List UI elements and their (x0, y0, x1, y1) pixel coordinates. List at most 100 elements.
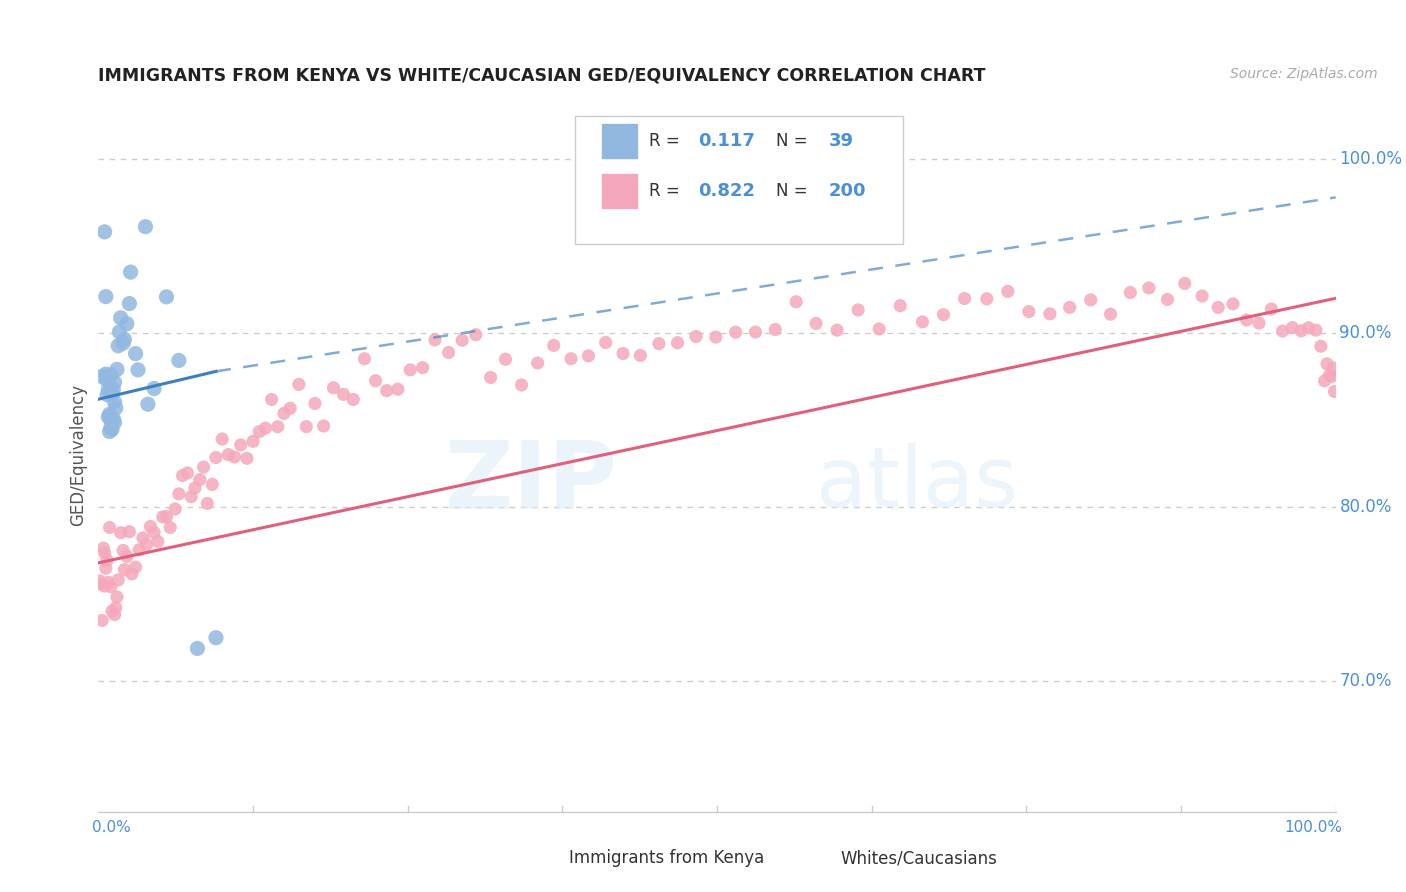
Point (93, 541, 115, 556)
Point (685, 329, 707, 343)
Point (118, 524, 141, 539)
Point (118, 296, 141, 310)
Point (1059, 301, 1081, 315)
Point (1323, 384, 1346, 399)
Point (176, 466, 198, 480)
Point (90, 577, 112, 591)
Point (825, 323, 848, 337)
Point (94, 561, 117, 575)
Point (217, 448, 239, 462)
Point (105, 590, 128, 604)
Point (464, 327, 486, 342)
Point (107, 339, 129, 353)
Point (205, 631, 228, 645)
Point (94, 367, 117, 381)
Point (96, 553, 118, 567)
Point (103, 607, 125, 622)
Point (1316, 357, 1339, 371)
Point (526, 356, 548, 370)
Y-axis label: GED/Equivalency: GED/Equivalency (69, 384, 87, 526)
Point (186, 641, 208, 656)
Point (96, 387, 118, 401)
Point (205, 450, 228, 465)
Point (744, 325, 766, 339)
Point (105, 362, 128, 376)
Point (1039, 307, 1062, 321)
Point (229, 438, 252, 452)
Point (155, 509, 177, 524)
Point (103, 383, 125, 397)
Point (273, 406, 295, 420)
Point (103, 376, 125, 390)
Point (195, 496, 218, 510)
Point (254, 421, 277, 435)
Point (1119, 285, 1142, 300)
Point (1137, 281, 1160, 295)
Point (576, 349, 599, 363)
Point (1319, 368, 1341, 383)
Point (93, 546, 115, 560)
Point (97, 575, 120, 590)
Point (595, 335, 617, 350)
Text: 0.822: 0.822 (699, 182, 755, 200)
Point (184, 481, 207, 495)
Point (112, 563, 135, 577)
Point (98, 425, 121, 439)
Point (211, 432, 233, 446)
Point (104, 401, 127, 415)
Point (193, 460, 215, 475)
Point (124, 560, 146, 574)
Point (364, 374, 387, 388)
Point (911, 315, 934, 329)
Text: 100.0%: 100.0% (1340, 150, 1402, 168)
Point (628, 348, 651, 362)
Bar (602, 124, 637, 158)
Point (103, 412, 125, 426)
Point (180, 490, 202, 504)
Point (1018, 304, 1040, 318)
Point (93, 579, 115, 593)
Point (159, 520, 181, 534)
Text: Immigrants from Kenya: Immigrants from Kenya (568, 849, 763, 867)
Point (1222, 297, 1244, 311)
Text: 39: 39 (828, 132, 853, 150)
Point (399, 363, 422, 377)
Point (104, 600, 127, 615)
Point (143, 525, 166, 540)
Point (98, 407, 121, 421)
Point (98, 520, 121, 534)
Point (353, 351, 375, 366)
Point (165, 502, 187, 516)
Point (278, 401, 301, 416)
Point (247, 425, 270, 439)
Point (846, 302, 869, 317)
Point (1305, 323, 1327, 337)
Bar (526, 846, 562, 871)
Point (932, 308, 955, 322)
Point (112, 543, 135, 558)
Point (495, 352, 517, 367)
Text: Source: ZipAtlas.com: Source: ZipAtlas.com (1230, 67, 1378, 81)
Point (134, 219, 156, 234)
Bar (797, 846, 835, 871)
Point (648, 336, 671, 351)
Point (804, 317, 827, 331)
Point (132, 531, 155, 545)
Point (167, 353, 190, 368)
Point (1099, 307, 1122, 321)
Point (510, 378, 533, 392)
Point (1271, 324, 1294, 338)
Point (1156, 293, 1178, 307)
Point (260, 392, 283, 407)
Point (91, 369, 114, 384)
Text: N =: N = (776, 182, 813, 200)
Point (224, 450, 246, 464)
Point (100, 421, 122, 435)
Point (100, 580, 122, 594)
Point (332, 387, 354, 401)
Point (94, 289, 117, 303)
Point (1191, 289, 1213, 303)
Point (612, 346, 634, 360)
Text: 80.0%: 80.0% (1340, 498, 1392, 516)
Point (139, 519, 162, 533)
